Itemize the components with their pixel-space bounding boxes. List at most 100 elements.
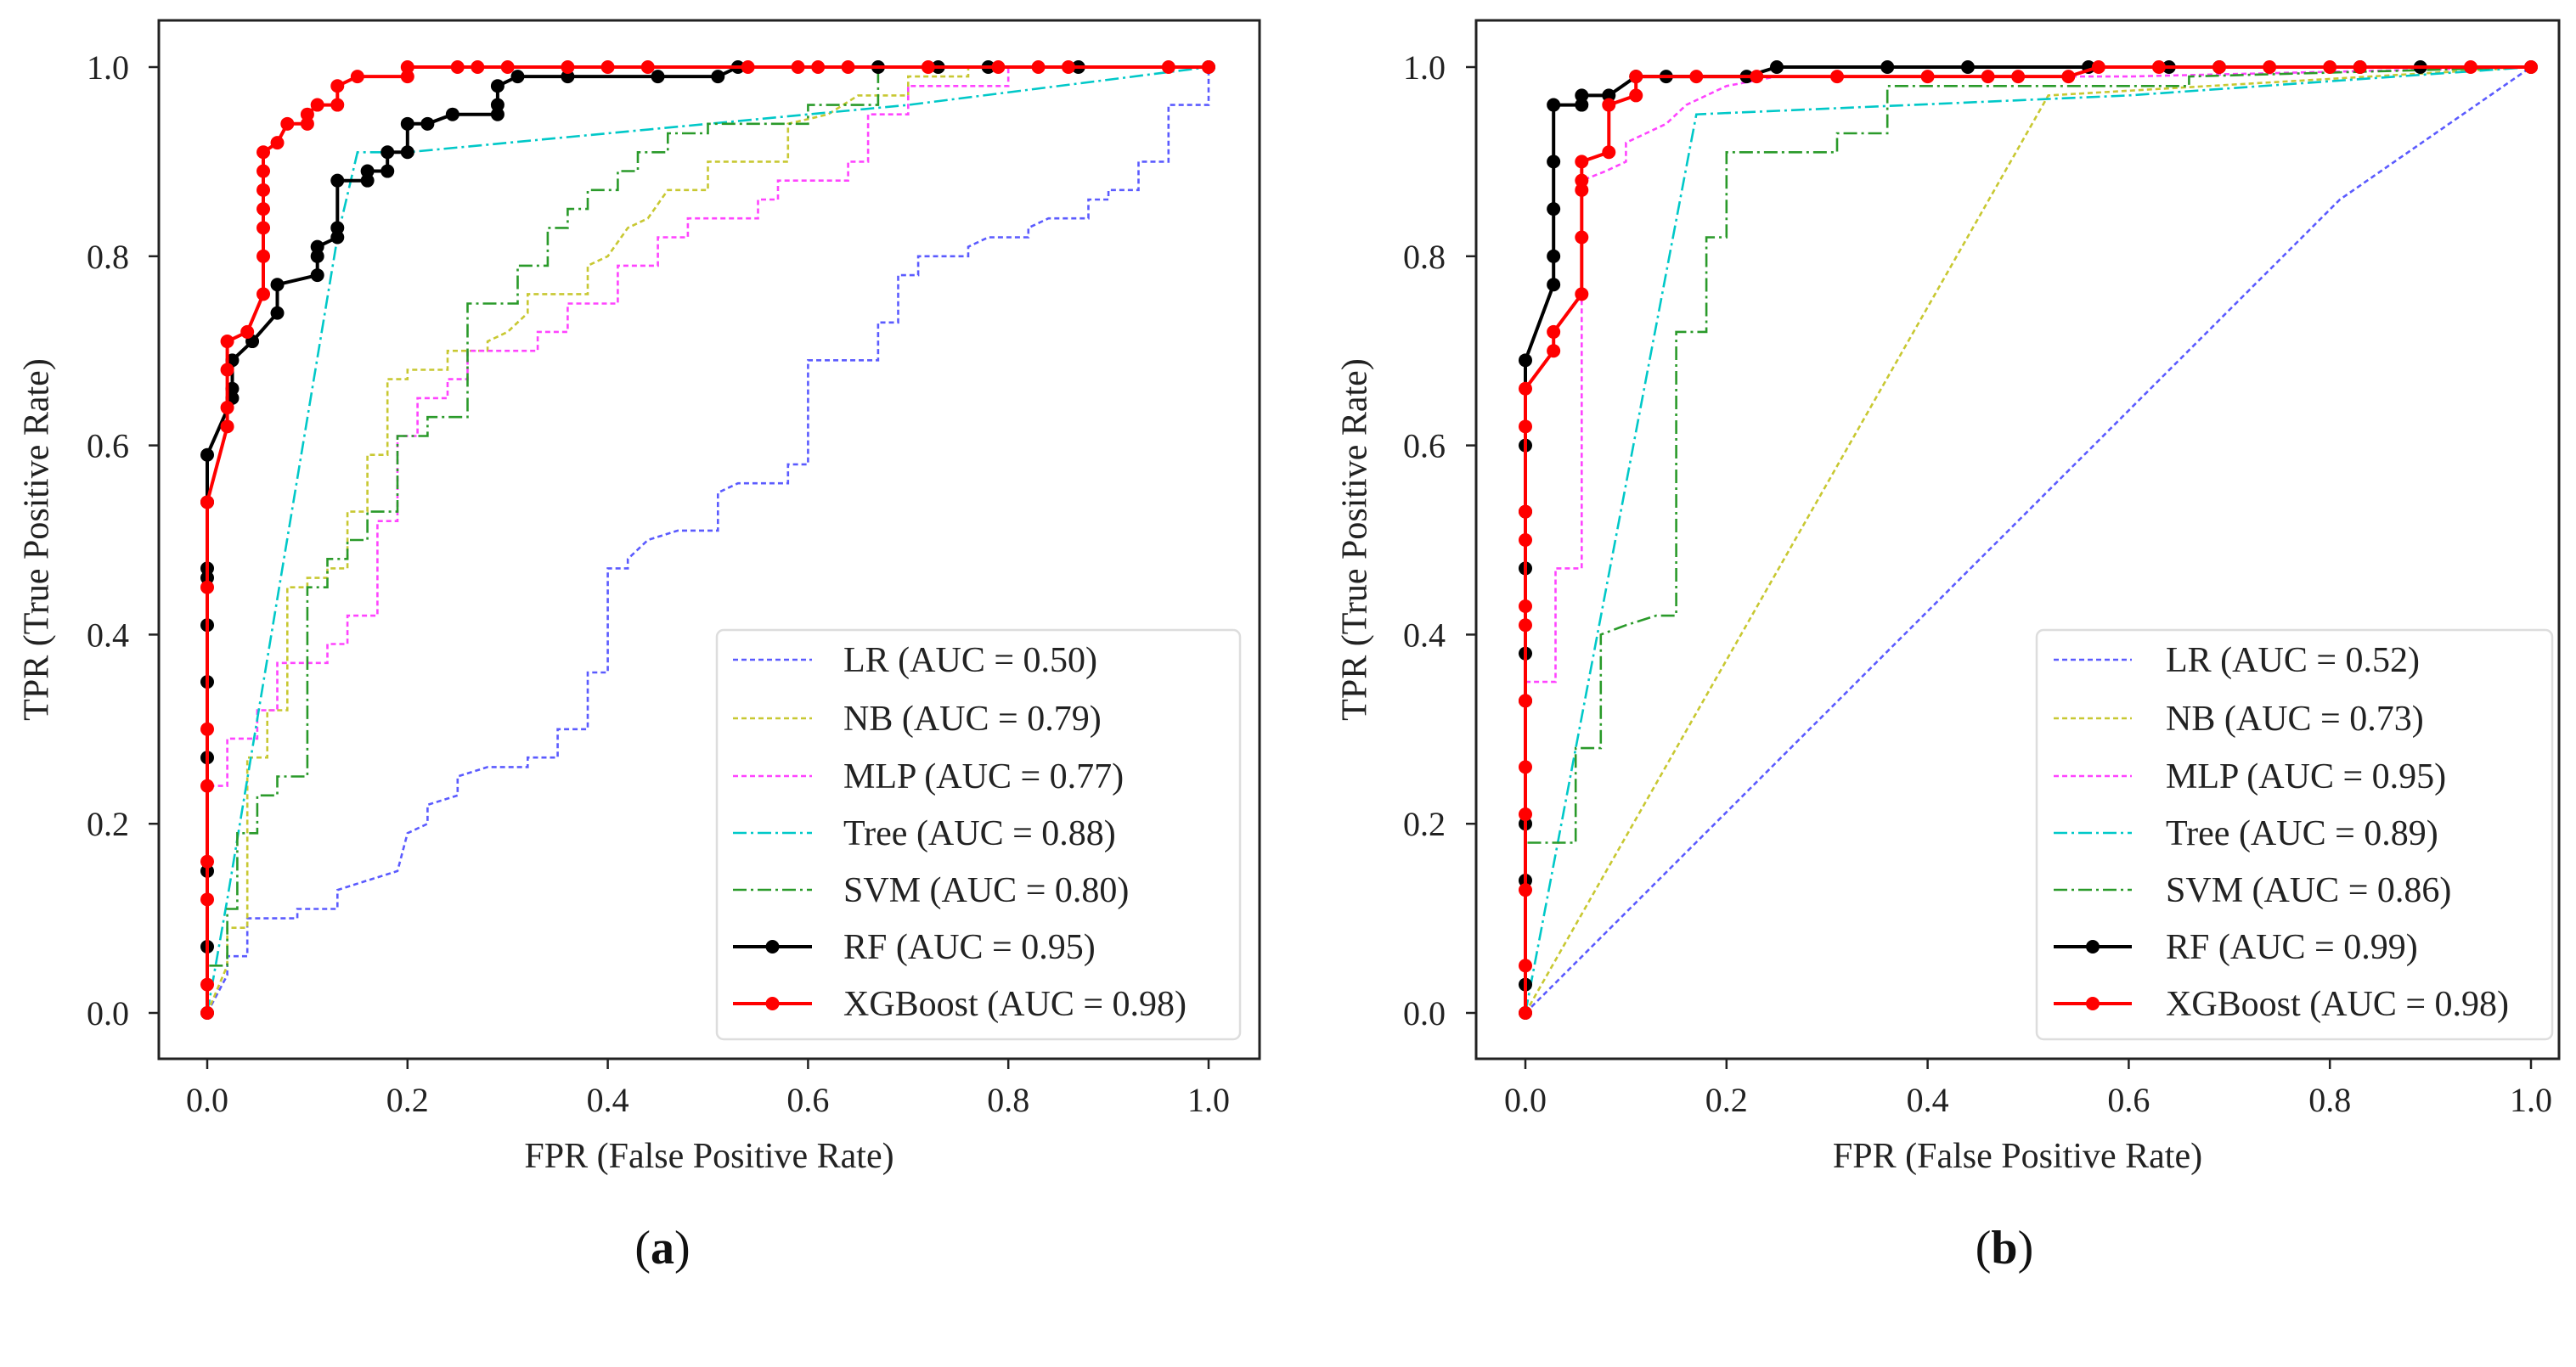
- data-point-xgboost: [841, 60, 855, 74]
- data-point-rf: [400, 145, 414, 160]
- data-point-xgboost: [1519, 381, 1532, 396]
- y-tick-label: 0.2: [87, 805, 129, 843]
- data-point-xgboost: [2463, 60, 2477, 74]
- data-point-rf: [1575, 98, 1589, 112]
- y-tick-label: 0.0: [87, 994, 129, 1032]
- legend-label-rf: RF (AUC = 0.99): [2166, 928, 2418, 967]
- y-tick-label: 0.4: [87, 616, 129, 654]
- data-point-xgboost: [1519, 618, 1532, 633]
- data-point-xgboost: [1575, 230, 1589, 245]
- data-point-xgboost: [256, 145, 271, 160]
- x-tick-label: 0.4: [587, 1081, 629, 1119]
- series-mlp: [1524, 65, 2532, 1013]
- data-point-rf: [270, 278, 285, 292]
- data-point-rf: [510, 70, 525, 84]
- data-point-xgboost: [200, 1006, 214, 1020]
- data-point-xgboost: [471, 60, 485, 74]
- legend-label-tree: Tree (AUC = 0.88): [843, 814, 1116, 853]
- data-point-xgboost: [256, 221, 271, 235]
- legend-label-lr: LR (AUC = 0.50): [843, 641, 1097, 680]
- data-point-xgboost: [1575, 173, 1589, 188]
- data-point-rf: [490, 98, 504, 112]
- legend-label-mlp: MLP (AUC = 0.77): [843, 757, 1124, 796]
- y-tick-label: 0.2: [1403, 805, 1446, 843]
- legend-label-tree: Tree (AUC = 0.89): [2166, 814, 2438, 853]
- roc-curve-lr: [206, 67, 1210, 1014]
- legend-marker: [765, 940, 780, 954]
- data-point-xgboost: [1161, 60, 1175, 74]
- data-point-xgboost: [2353, 60, 2367, 74]
- data-point-xgboost: [220, 419, 234, 434]
- x-axis-label: FPR (False Positive Rate): [1833, 1137, 2202, 1176]
- data-point-rf: [270, 306, 285, 320]
- legend-marker: [2086, 997, 2100, 1010]
- y-tick-label: 0.6: [87, 427, 129, 465]
- x-tick-label: 0.2: [1705, 1081, 1748, 1119]
- data-point-xgboost: [2011, 70, 2026, 84]
- legend-label-svm: SVM (AUC = 0.86): [2166, 871, 2451, 910]
- data-point-rf: [330, 221, 345, 235]
- series-tree: [206, 65, 1209, 1014]
- y-tick-label: 0.6: [1403, 427, 1446, 465]
- data-point-xgboost: [300, 107, 314, 121]
- series-nb: [206, 65, 1209, 1014]
- plot-frame: [1474, 19, 2561, 1060]
- x-tick-label: 1.0: [1187, 1081, 1230, 1119]
- legend-label-xgboost: XGBoost (AUC = 0.98): [843, 985, 1187, 1024]
- data-point-xgboost: [1519, 419, 1532, 434]
- data-point-rf: [310, 268, 324, 283]
- data-point-xgboost: [561, 60, 575, 74]
- legend-box: [2035, 628, 2554, 1041]
- data-point-xgboost: [220, 401, 234, 415]
- data-point-rf: [1575, 88, 1589, 103]
- series-nb: [1524, 65, 2532, 1014]
- data-point-xgboost: [1519, 599, 1532, 613]
- data-point-xgboost: [200, 495, 214, 509]
- data-point-xgboost: [1629, 88, 1643, 103]
- data-point-xgboost: [1575, 155, 1589, 169]
- data-point-rf: [490, 107, 504, 121]
- data-point-rf: [330, 230, 345, 245]
- data-point-rf: [420, 116, 435, 131]
- data-point-rf: [1770, 60, 1784, 74]
- data-point-xgboost: [1920, 70, 1935, 84]
- data-point-xgboost: [1519, 959, 1532, 973]
- data-point-xgboost: [400, 60, 414, 74]
- data-point-rf: [1547, 155, 1561, 169]
- data-point-rf: [380, 145, 395, 160]
- legend-marker: [2086, 940, 2100, 954]
- roc-curve-nb: [206, 65, 1209, 1014]
- data-point-rf: [1547, 278, 1561, 292]
- data-point-xgboost: [256, 183, 271, 197]
- data-point-xgboost: [200, 854, 214, 869]
- x-tick-label: 1.0: [2510, 1081, 2552, 1119]
- caption-open-paren: (: [634, 1222, 651, 1274]
- data-point-xgboost: [741, 60, 755, 74]
- data-point-xgboost: [200, 580, 214, 594]
- x-tick-label: 0.0: [1504, 1081, 1547, 1119]
- x-tick-label: 0.6: [786, 1081, 829, 1119]
- data-point-xgboost: [2263, 60, 2277, 74]
- legend-marker: [765, 997, 780, 1010]
- series-mlp: [206, 65, 1209, 1013]
- data-point-xgboost: [2323, 60, 2337, 74]
- roc-curve-mlp: [206, 65, 1209, 1013]
- data-point-xgboost: [2091, 60, 2105, 74]
- y-axis-label: TPR (True Positive Rate): [1336, 358, 1375, 721]
- series-xgboost: [200, 60, 1215, 1020]
- roc-curve-mlp: [1524, 65, 2532, 1013]
- legend-label-xgboost: XGBoost (AUC = 0.98): [2166, 985, 2509, 1024]
- data-point-xgboost: [256, 287, 271, 301]
- legend-box: [715, 628, 1242, 1041]
- data-point-xgboost: [450, 60, 465, 74]
- legend-label-svm: SVM (AUC = 0.80): [843, 871, 1129, 910]
- legend: LR (AUC = 0.50) NB (AUC = 0.79) MLP (AUC =…: [715, 628, 1242, 1041]
- data-point-xgboost: [400, 70, 414, 84]
- data-point-rf: [445, 107, 459, 121]
- panel-letter: b: [1991, 1222, 2017, 1274]
- plot-frame: [157, 19, 1261, 1060]
- data-point-rf: [200, 447, 214, 462]
- data-point-xgboost: [1519, 504, 1532, 519]
- data-point-xgboost: [1830, 70, 1845, 84]
